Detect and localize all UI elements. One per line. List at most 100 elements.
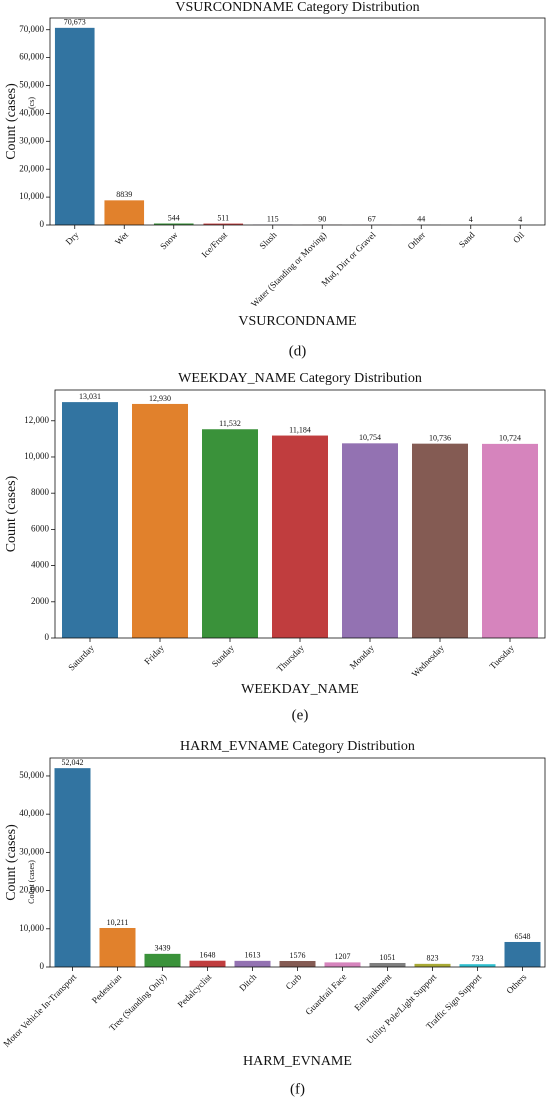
x-tick-label: Thursday (275, 642, 306, 673)
x-tick-label: Pedalcyclist (176, 971, 214, 1009)
bar (144, 953, 181, 967)
y-tick-label: 4000 (31, 560, 50, 570)
bar (203, 223, 244, 225)
caption: (e) (292, 707, 309, 723)
x-tick-label: Motor Vehicle In-Transport (1, 971, 78, 1048)
bar (414, 963, 451, 967)
bar (342, 443, 398, 638)
value-label: 12,930 (149, 394, 171, 403)
y-axis-label: Count (cases) (4, 475, 19, 552)
bar (54, 27, 95, 225)
y-axis-label-overlay: Count (cases) (27, 860, 36, 904)
x-axis-label: VSURCONDNAME (238, 314, 356, 329)
y-tick-label: 0 (40, 219, 45, 229)
chart-title: VSURCONDNAME Category Distribution (175, 0, 419, 15)
value-label: 6548 (515, 932, 531, 941)
y-tick-label: 20,000 (19, 885, 44, 895)
x-axis-label: WEEKDAY_NAME (241, 682, 359, 697)
value-label: 70,673 (64, 18, 86, 27)
y-tick-label: 12,000 (24, 415, 49, 425)
y-tick-label: 2000 (31, 596, 50, 606)
caption: (f) (290, 1081, 305, 1097)
x-tick-label: Dry (64, 229, 81, 246)
value-label: 11,532 (219, 419, 241, 428)
value-label: 10,724 (499, 434, 521, 443)
x-tick-label: Curb (284, 971, 304, 991)
bar (153, 223, 194, 225)
bar (234, 960, 271, 967)
x-tick-label: Other (406, 230, 428, 252)
y-tick-label: 50,000 (19, 770, 44, 780)
y-tick-label: 40,000 (19, 808, 44, 818)
bar (104, 200, 145, 225)
value-label: 4 (518, 215, 522, 224)
plot-frame (54, 389, 546, 639)
value-label: 11,184 (289, 425, 311, 434)
value-label: 10,211 (107, 918, 129, 927)
bar (324, 962, 361, 967)
y-tick-label: 0 (40, 961, 45, 971)
x-tick-label: Tuesday (487, 642, 516, 671)
bar (132, 403, 188, 638)
value-label: 8839 (116, 190, 132, 199)
y-axis-label: Count (cases) (4, 83, 19, 160)
value-label: 4 (469, 215, 473, 224)
x-tick-label: Wednesday (410, 642, 447, 679)
y-tick-label: 8000 (31, 487, 50, 497)
value-label: 13,031 (79, 392, 101, 401)
y-tick-label: 50,000 (19, 80, 44, 90)
value-label: 511 (217, 213, 229, 222)
x-tick-label: Mud, Dirt or Gravel (319, 229, 378, 288)
bar (189, 960, 226, 967)
x-tick-label: Snow (158, 229, 180, 251)
y-tick-label: 30,000 (19, 846, 44, 856)
value-label: 90 (318, 215, 326, 224)
y-axis-label: Count (cases) (4, 824, 19, 901)
value-label: 1648 (200, 951, 216, 960)
value-label: 1051 (380, 953, 396, 962)
x-tick-label: Saturday (66, 642, 96, 672)
y-tick-label: 70,000 (19, 24, 44, 34)
value-label: 10,754 (359, 433, 381, 442)
caption: (d) (289, 343, 307, 359)
y-axis-label-overlay: (cs) (27, 97, 36, 109)
bar (482, 443, 538, 638)
bar (62, 402, 118, 638)
value-label: 544 (168, 213, 180, 222)
bar (369, 962, 406, 967)
x-tick-label: Others (504, 971, 528, 995)
value-label: 67 (368, 215, 376, 224)
plot-frame (49, 757, 546, 968)
value-label: 52,042 (62, 758, 84, 767)
bar (202, 429, 258, 638)
chart-title: HARM_EVNAME Category Distribution (180, 739, 415, 754)
plot-frame (49, 17, 546, 226)
x-tick-label: Embankment (352, 971, 393, 1012)
x-tick-label: Sunday (210, 642, 237, 669)
chart-title: WEEKDAY_NAME Category Distribution (178, 371, 422, 386)
value-label: 1576 (290, 951, 306, 960)
x-tick-label: Wet (113, 229, 131, 247)
value-label: 823 (427, 954, 439, 963)
x-tick-label: Oil (511, 229, 527, 245)
value-label: 10,736 (429, 433, 451, 442)
value-label: 115 (267, 215, 279, 224)
bar (272, 435, 328, 638)
bar (279, 960, 316, 967)
x-tick-label: Friday (142, 642, 166, 666)
value-label: 1207 (335, 952, 351, 961)
bar (54, 768, 91, 967)
y-tick-label: 20,000 (19, 163, 44, 173)
y-tick-label: 10,000 (19, 191, 44, 201)
bar (99, 927, 136, 967)
x-tick-label: Pedestrian (90, 971, 124, 1005)
x-tick-label: Ditch (237, 971, 259, 993)
bar (504, 941, 541, 967)
x-tick-label: Slush (257, 229, 279, 251)
y-tick-label: 40,000 (19, 107, 44, 117)
y-tick-label: 30,000 (19, 135, 44, 145)
x-tick-label: Sand (457, 229, 477, 249)
y-tick-label: 0 (45, 632, 50, 642)
bar (412, 443, 468, 638)
